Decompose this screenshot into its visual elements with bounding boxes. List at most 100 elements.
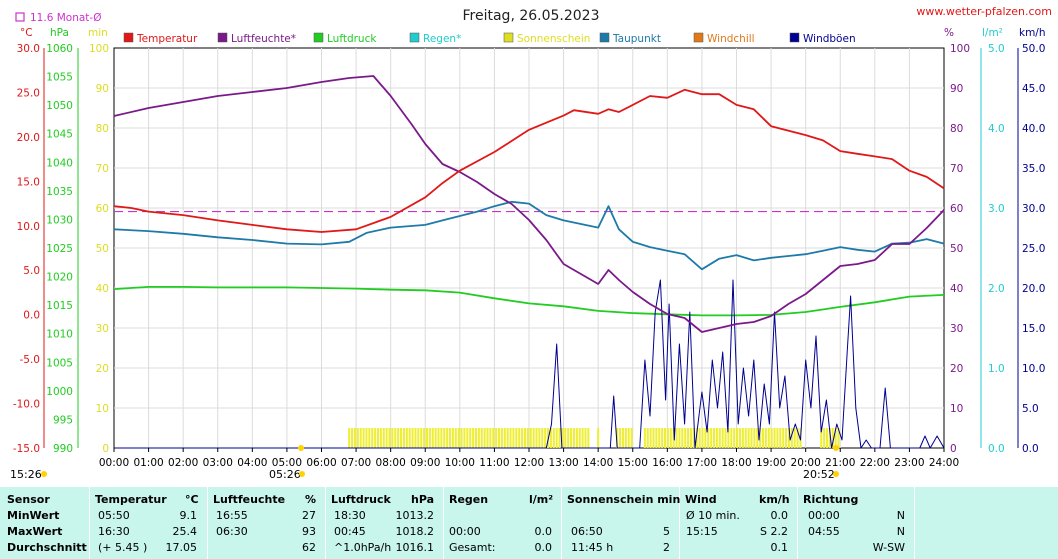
sun-markers: 15:26 05:26 20:52 <box>10 445 839 481</box>
sunshine-bar <box>348 428 351 448</box>
sunshine-bar <box>523 428 526 448</box>
sunshine-bar <box>779 428 782 448</box>
header-temp: Temperatur <box>95 493 167 506</box>
sunshine-bar <box>385 428 388 448</box>
sunshine-bar <box>498 428 501 448</box>
tick-label-time: 12:00 <box>514 457 544 469</box>
table-cell-sun-v: 5 <box>663 525 670 538</box>
table-cell-sun-v: 2 <box>663 541 670 554</box>
tick-label-pressure: 1030 <box>46 214 73 226</box>
sunshine-bar <box>619 428 622 448</box>
sunshine-bar <box>443 428 446 448</box>
sunshine-bar <box>474 428 477 448</box>
sunshine-bar <box>790 428 793 448</box>
table-cell-hum-v: 62 <box>302 541 316 554</box>
tick-label-minutes: 0 <box>102 443 109 455</box>
tick-label-minutes: 90 <box>96 83 109 95</box>
sunshine-bar <box>414 428 417 448</box>
sunshine-bar <box>713 428 716 448</box>
table-cell-press-v: 1016.1 <box>395 541 435 554</box>
tick-label-time: 21:00 <box>825 457 855 469</box>
sunshine-bar <box>666 428 669 448</box>
sunshine-bar <box>460 428 463 448</box>
legend-label: Temperatur <box>136 33 198 45</box>
sunshine-bar <box>359 428 362 448</box>
table-cell-rain-t: 00:00 <box>449 525 481 538</box>
sunshine-bar <box>664 428 667 448</box>
sunshine-bar <box>710 428 713 448</box>
sunshine-bar <box>449 428 452 448</box>
sunrise-time: 05:26 <box>269 468 301 481</box>
header-press: Luftdruck <box>331 493 391 506</box>
sunshine-bars <box>348 428 840 448</box>
table-cell-press-t: 18:30 <box>334 509 366 522</box>
sun-left-time: 15:26 <box>10 468 42 481</box>
tick-label-time: 16:00 <box>652 457 682 469</box>
sunshine-bar <box>368 428 371 448</box>
tick-label-time: 22:00 <box>860 457 890 469</box>
sunshine-bar <box>477 428 480 448</box>
sunshine-bar <box>738 428 741 448</box>
tick-label-wind: 35.0 <box>1022 163 1045 175</box>
tick-label-time: 15:00 <box>618 457 648 469</box>
sunshine-bar <box>454 428 457 448</box>
sunshine-bar <box>689 428 692 448</box>
tick-label-rain: 1.0 <box>988 363 1005 375</box>
sunshine-bar <box>434 428 437 448</box>
tick-label-humidity: 100 <box>950 43 970 55</box>
sunset-axis-icon <box>833 445 839 451</box>
tick-label-time: 14:00 <box>583 457 613 469</box>
tick-label-temp: 5.0 <box>23 265 40 277</box>
table-cell-press-t: 00:45 <box>334 525 366 538</box>
sunshine-bar <box>431 428 434 448</box>
table-cell-wind-t: 15:15 <box>686 525 718 538</box>
tick-label-temp: 10.0 <box>17 221 40 233</box>
sunshine-bar <box>544 428 547 448</box>
tick-label-temp: 20.0 <box>17 132 40 144</box>
header-hum: Luftfeuchte <box>213 493 286 506</box>
tick-label-humidity: 50 <box>950 243 963 255</box>
tick-label-rain: 5.0 <box>988 43 1005 55</box>
sunshine-bar <box>466 428 469 448</box>
legend-label: Windchill <box>707 33 755 45</box>
sunshine-bar <box>692 428 695 448</box>
sunshine-bar <box>362 428 365 448</box>
tick-label-pressure: 1035 <box>46 186 73 198</box>
tick-label-wind: 45.0 <box>1022 83 1045 95</box>
sunshine-bar <box>567 428 570 448</box>
tick-label-rain: 3.0 <box>988 203 1005 215</box>
sunshine-bar <box>581 428 584 448</box>
tick-label-temp: 25.0 <box>17 87 40 99</box>
tick-label-time: 17:00 <box>687 457 717 469</box>
sunset-time: 20:52 <box>803 468 835 481</box>
sunshine-bar <box>397 428 400 448</box>
tick-label-wind: 40.0 <box>1022 123 1045 135</box>
sunshine-bar <box>684 428 687 448</box>
sunshine-bar <box>480 428 483 448</box>
legend-swatch <box>503 32 514 43</box>
sunshine-bar <box>796 428 799 448</box>
sunshine-bar <box>535 428 538 448</box>
sunshine-bar <box>428 428 431 448</box>
sunrise-icon <box>299 471 305 477</box>
tick-label-time: 11:00 <box>479 457 509 469</box>
series-line-taupunkt <box>113 200 945 271</box>
table-cell-press-v: 1018.2 <box>395 525 435 538</box>
legend-swatch <box>217 32 228 43</box>
sunshine-bar <box>701 428 704 448</box>
website-link[interactable]: www.wetter-pfalzen.com <box>916 5 1052 18</box>
tick-label-time: 08:00 <box>376 457 406 469</box>
header-sun: Sonnenschein min <box>567 493 681 506</box>
tick-label-wind: 0.0 <box>1022 443 1039 455</box>
table-cell-wind-v: 0.1 <box>770 541 789 554</box>
unit-speed: km/h <box>1019 27 1046 39</box>
legend-swatch <box>409 32 420 43</box>
sunshine-bar <box>515 428 518 448</box>
sunshine-bar <box>457 428 460 448</box>
sunshine-bar <box>391 428 394 448</box>
header-sensor: Sensor <box>7 493 50 506</box>
tick-label-time: 18:00 <box>721 457 751 469</box>
sunshine-bar <box>753 428 756 448</box>
sunshine-bar <box>492 428 495 448</box>
table-cell-wind-v: 0.0 <box>770 509 789 522</box>
